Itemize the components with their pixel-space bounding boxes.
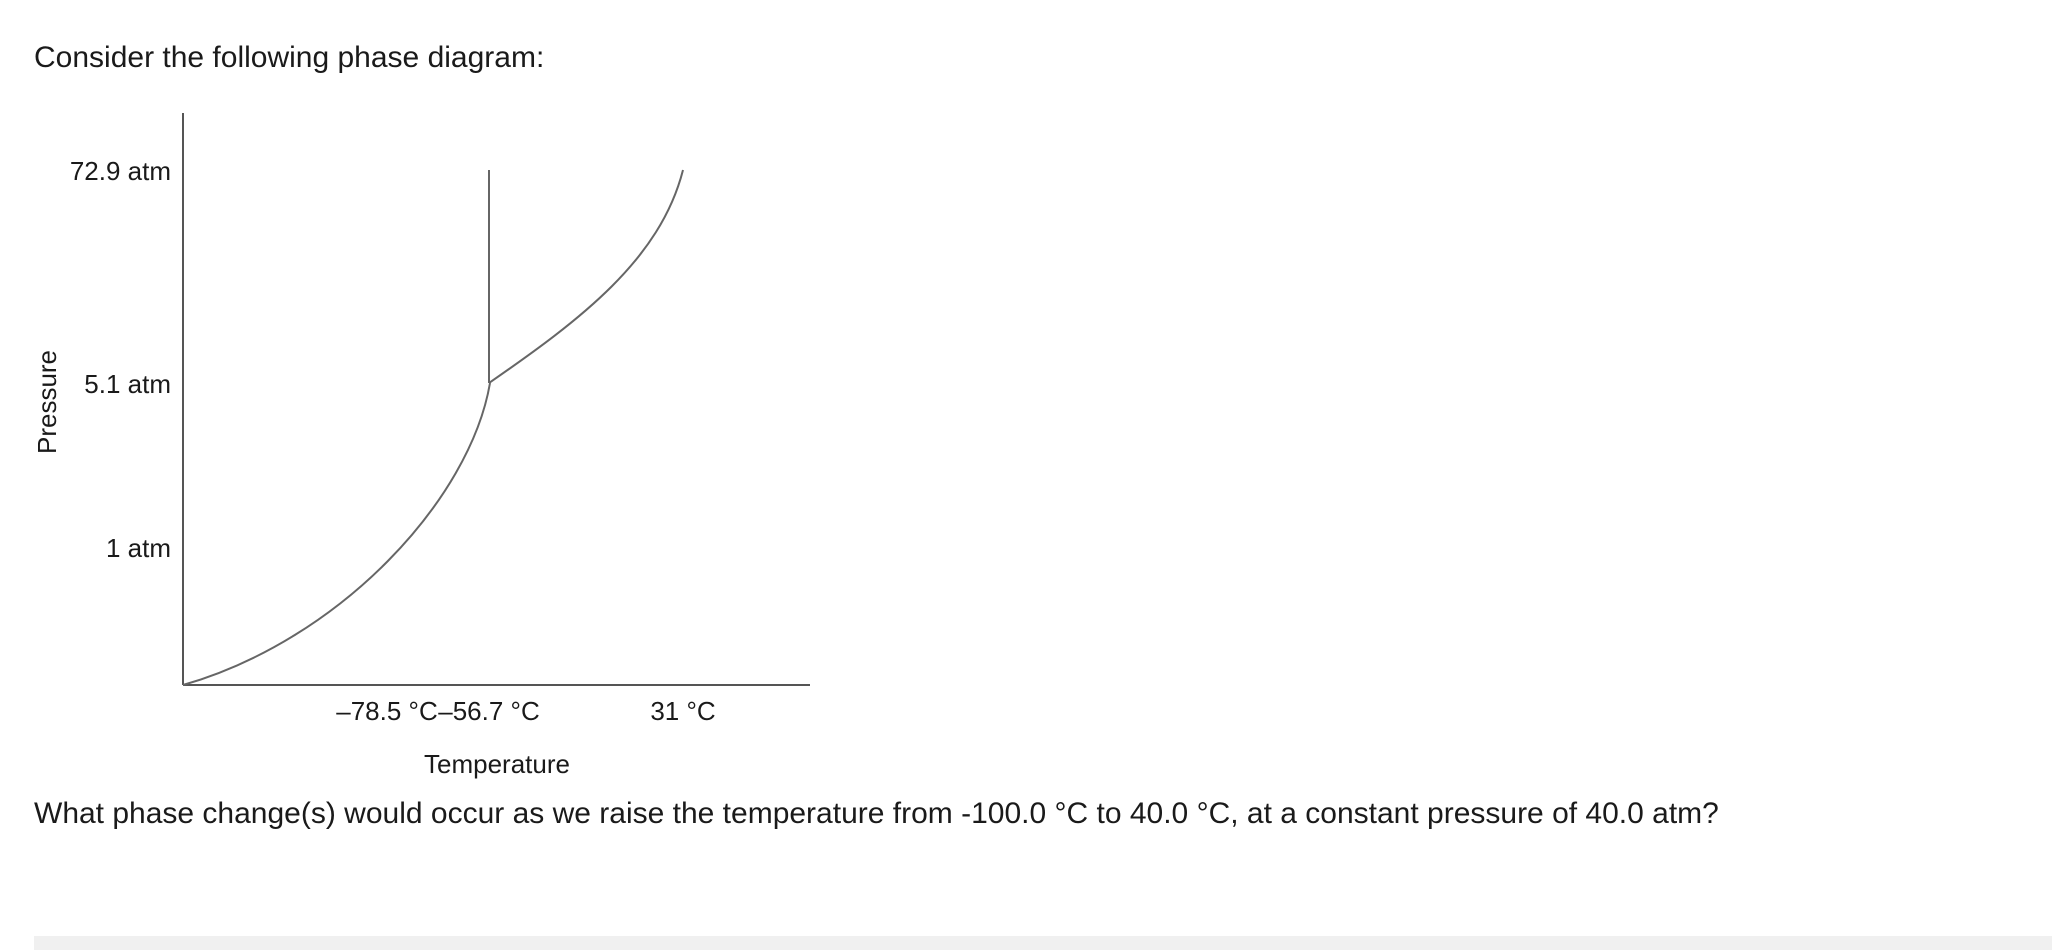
- x-tick-label: 31 °C: [650, 696, 715, 726]
- y-tick-label: 5.1 atm: [84, 369, 171, 399]
- answer-area[interactable]: [34, 936, 2052, 950]
- vaporization-curve: [488, 169, 684, 384]
- y-axis-label: Pressure: [32, 350, 62, 454]
- question-text: What phase change(s) would occur as we r…: [34, 797, 1719, 830]
- x-axis-label: Temperature: [424, 749, 570, 779]
- prompt-text: Consider the following phase diagram:: [34, 41, 545, 74]
- y-tick-label: 1 atm: [106, 533, 171, 563]
- sublimation-curve: [182, 382, 491, 686]
- x-tick-label: –78.5 °C: [336, 696, 437, 726]
- y-tick-label: 72.9 atm: [70, 156, 171, 186]
- x-tick-label: –56.7 °C: [438, 696, 539, 726]
